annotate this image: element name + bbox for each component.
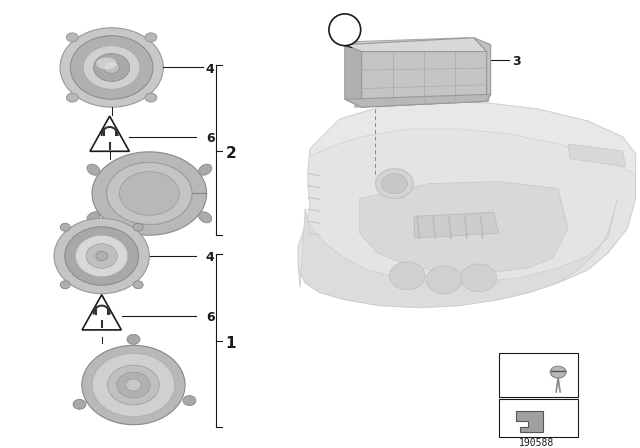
Circle shape: [329, 14, 361, 46]
Ellipse shape: [60, 28, 163, 107]
Polygon shape: [414, 212, 499, 238]
Ellipse shape: [87, 212, 100, 223]
Polygon shape: [92, 152, 207, 235]
Ellipse shape: [125, 379, 141, 391]
Polygon shape: [345, 38, 486, 52]
Ellipse shape: [198, 212, 212, 223]
Ellipse shape: [54, 218, 149, 294]
Text: 5: 5: [511, 365, 517, 375]
Text: 6: 6: [206, 133, 214, 146]
Text: 5: 5: [340, 24, 349, 37]
Ellipse shape: [83, 46, 140, 89]
Polygon shape: [568, 144, 626, 167]
Ellipse shape: [67, 93, 78, 102]
Ellipse shape: [461, 264, 497, 292]
Ellipse shape: [76, 235, 128, 277]
Polygon shape: [310, 101, 636, 174]
Ellipse shape: [60, 281, 70, 289]
Ellipse shape: [92, 353, 175, 417]
Ellipse shape: [127, 334, 140, 345]
Ellipse shape: [96, 57, 116, 69]
Ellipse shape: [116, 372, 150, 398]
Polygon shape: [474, 38, 491, 101]
Text: 3: 3: [513, 55, 521, 68]
Ellipse shape: [87, 164, 100, 175]
Ellipse shape: [96, 251, 108, 261]
Ellipse shape: [145, 93, 157, 102]
Polygon shape: [355, 60, 489, 107]
Polygon shape: [362, 52, 486, 107]
Text: 1: 1: [226, 336, 236, 351]
Ellipse shape: [82, 345, 185, 425]
Ellipse shape: [86, 244, 117, 268]
Polygon shape: [298, 101, 636, 308]
Ellipse shape: [426, 266, 462, 294]
Ellipse shape: [133, 223, 143, 231]
Polygon shape: [298, 198, 618, 308]
Ellipse shape: [133, 281, 143, 289]
FancyBboxPatch shape: [499, 353, 578, 397]
Ellipse shape: [93, 54, 130, 82]
Text: 6: 6: [206, 311, 214, 324]
Ellipse shape: [198, 164, 212, 175]
Polygon shape: [355, 42, 374, 101]
Text: 190588: 190588: [518, 438, 554, 448]
Polygon shape: [360, 181, 568, 273]
FancyBboxPatch shape: [499, 399, 578, 437]
Text: 4: 4: [206, 251, 214, 264]
Polygon shape: [355, 38, 489, 65]
Polygon shape: [345, 94, 491, 107]
Polygon shape: [516, 411, 543, 431]
Ellipse shape: [183, 396, 196, 405]
Ellipse shape: [60, 223, 70, 231]
Ellipse shape: [145, 33, 157, 42]
Ellipse shape: [65, 227, 139, 285]
Ellipse shape: [376, 169, 413, 198]
Ellipse shape: [119, 172, 179, 215]
Text: 4: 4: [206, 63, 214, 76]
Ellipse shape: [67, 33, 78, 42]
Ellipse shape: [381, 174, 407, 194]
Ellipse shape: [104, 61, 120, 73]
Polygon shape: [82, 295, 122, 330]
Ellipse shape: [108, 365, 159, 405]
Ellipse shape: [107, 163, 191, 224]
Ellipse shape: [550, 366, 566, 378]
Ellipse shape: [390, 262, 425, 290]
Polygon shape: [90, 116, 129, 151]
Text: 2: 2: [226, 146, 237, 161]
Ellipse shape: [70, 36, 153, 99]
Polygon shape: [345, 45, 362, 107]
Ellipse shape: [73, 399, 86, 409]
